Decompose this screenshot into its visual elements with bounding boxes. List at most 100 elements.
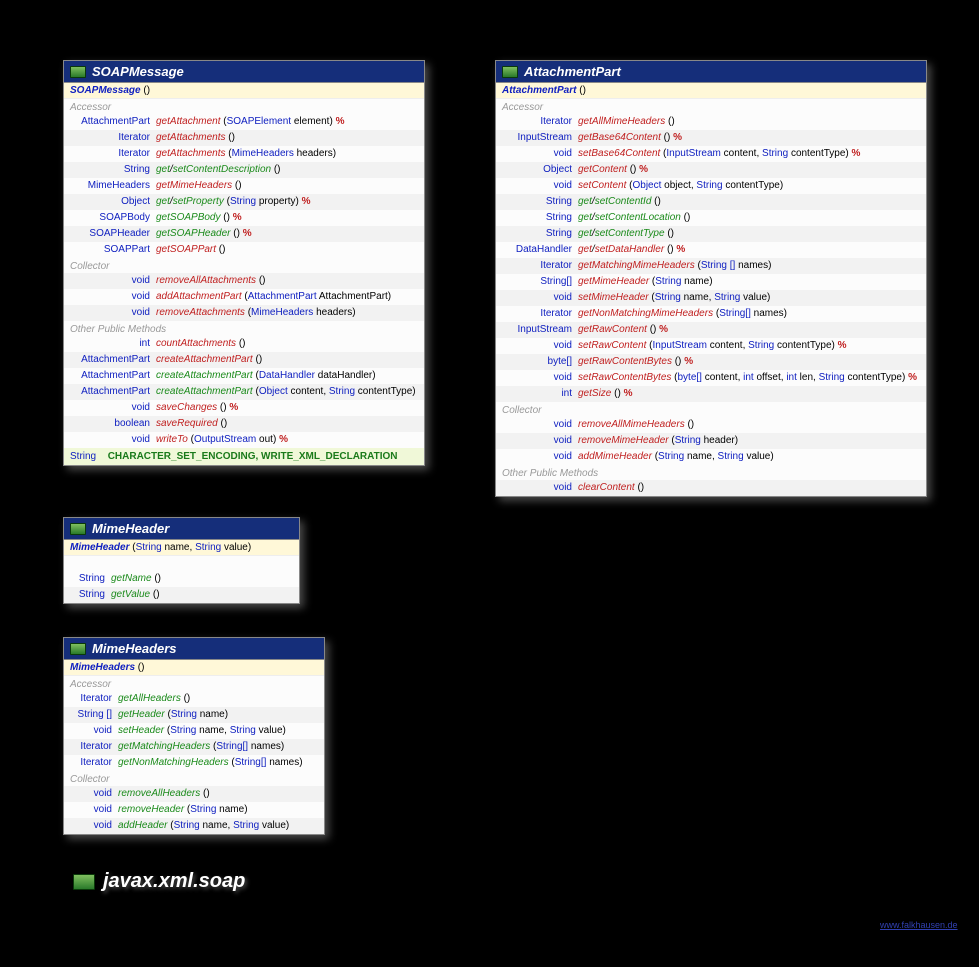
- method-signature: get/setDataHandler () %: [578, 243, 685, 257]
- class-header: MimeHeader: [64, 518, 299, 540]
- method-signature: getMatchingMimeHeaders (String [] names): [578, 259, 771, 273]
- return-type: Iterator: [502, 259, 578, 273]
- class-title: SOAPMessage: [92, 64, 184, 79]
- footer-link[interactable]: www.falkhausen.de: [880, 920, 958, 930]
- member-row: voidremoveMimeHeader (String header): [496, 433, 926, 449]
- return-type: MimeHeaders: [70, 179, 156, 193]
- return-type: Iterator: [70, 756, 118, 770]
- return-type: String: [70, 572, 111, 586]
- member-row: String[]getMimeHeader (String name): [496, 274, 926, 290]
- method-signature: getMimeHeader (String name): [578, 275, 713, 289]
- member-row: IteratorgetMatchingMimeHeaders (String […: [496, 258, 926, 274]
- member-row: voidaddAttachmentPart (AttachmentPart At…: [64, 289, 424, 305]
- method-signature: addAttachmentPart (AttachmentPart Attach…: [156, 290, 391, 304]
- class-box-attachmentpart: AttachmentPartAttachmentPart ()AccessorI…: [495, 60, 927, 497]
- return-type: void: [502, 291, 578, 305]
- return-type: String []: [70, 708, 118, 722]
- return-type: boolean: [70, 417, 156, 431]
- method-signature: getNonMatchingMimeHeaders (String[] name…: [578, 307, 787, 321]
- member-row: voidsetRawContent (InputStream content, …: [496, 338, 926, 354]
- member-row: DataHandlerget/setDataHandler () %: [496, 242, 926, 258]
- method-signature: getMatchingHeaders (String[] names): [118, 740, 284, 754]
- class-icon: [502, 66, 518, 78]
- method-signature: createAttachmentPart (Object content, St…: [156, 385, 416, 399]
- member-row: IteratorgetAllMimeHeaders (): [496, 114, 926, 130]
- constructor: SOAPMessage (): [64, 83, 424, 99]
- return-type: AttachmentPart: [70, 369, 156, 383]
- member-row: IteratorgetAllHeaders (): [64, 691, 324, 707]
- member-row: booleansaveRequired (): [64, 416, 424, 432]
- return-type: InputStream: [502, 323, 578, 337]
- member-row: AttachmentPartcreateAttachmentPart (Obje…: [64, 384, 424, 400]
- section-label: Collector: [64, 771, 324, 786]
- method-signature: countAttachments (): [156, 337, 246, 351]
- member-row: voidremoveAllMimeHeaders (): [496, 417, 926, 433]
- method-signature: getName (): [111, 572, 161, 586]
- member-row: StringgetName (): [64, 571, 299, 587]
- member-row: voidsetBase64Content (InputStream conten…: [496, 146, 926, 162]
- member-row: IteratorgetNonMatchingHeaders (String[] …: [64, 755, 324, 771]
- class-box-mimeheader: MimeHeaderMimeHeader (String name, Strin…: [63, 517, 300, 604]
- return-type: String: [502, 195, 578, 209]
- method-signature: getSOAPBody () %: [156, 211, 242, 225]
- return-type: int: [70, 337, 156, 351]
- return-type: AttachmentPart: [70, 115, 156, 129]
- method-signature: getNonMatchingHeaders (String[] names): [118, 756, 303, 770]
- return-type: Iterator: [70, 147, 156, 161]
- member-row: ObjectgetContent () %: [496, 162, 926, 178]
- method-signature: getContent () %: [578, 163, 648, 177]
- method-signature: setContent (Object object, String conten…: [578, 179, 783, 193]
- method-signature: getHeader (String name): [118, 708, 228, 722]
- return-type: AttachmentPart: [70, 353, 156, 367]
- package-icon: [73, 874, 95, 890]
- return-type: void: [70, 306, 156, 320]
- method-signature: getAllMimeHeaders (): [578, 115, 675, 129]
- return-type: void: [502, 147, 578, 161]
- constructor: MimeHeader (String name, String value): [64, 540, 299, 556]
- member-row: AttachmentPartgetAttachment (SOAPElement…: [64, 114, 424, 130]
- return-type: SOAPPart: [70, 243, 156, 257]
- return-type: void: [70, 787, 118, 801]
- method-signature: getValue (): [111, 588, 160, 602]
- method-signature: removeHeader (String name): [118, 803, 248, 817]
- member-row: voidaddMimeHeader (String name, String v…: [496, 449, 926, 465]
- return-type: String: [70, 163, 156, 177]
- member-row: InputStreamgetRawContent () %: [496, 322, 926, 338]
- method-signature: get/setContentId (): [578, 195, 661, 209]
- constructor: MimeHeaders (): [64, 660, 324, 676]
- return-type: void: [70, 274, 156, 288]
- return-type: Iterator: [70, 692, 118, 706]
- member-row: InputStreamgetBase64Content () %: [496, 130, 926, 146]
- method-signature: writeTo (OutputStream out) %: [156, 433, 288, 447]
- member-row: voidremoveAllAttachments (): [64, 273, 424, 289]
- member-row: SOAPBodygetSOAPBody () %: [64, 210, 424, 226]
- return-type: void: [70, 819, 118, 833]
- method-signature: removeAllMimeHeaders (): [578, 418, 694, 432]
- member-row: StringgetValue (): [64, 587, 299, 603]
- method-signature: getAllHeaders (): [118, 692, 190, 706]
- section-spacer: [64, 556, 299, 571]
- return-type: String[]: [502, 275, 578, 289]
- member-row: Stringget/setContentLocation (): [496, 210, 926, 226]
- return-type: void: [502, 434, 578, 448]
- section-label: Accessor: [64, 99, 424, 114]
- return-type: void: [502, 339, 578, 353]
- package-label: javax.xml.soap: [73, 870, 245, 893]
- method-signature: getMimeHeaders (): [156, 179, 242, 193]
- class-header: AttachmentPart: [496, 61, 926, 83]
- method-signature: removeAllAttachments (): [156, 274, 266, 288]
- member-row: IteratorgetMatchingHeaders (String[] nam…: [64, 739, 324, 755]
- method-signature: getBase64Content () %: [578, 131, 682, 145]
- method-signature: addHeader (String name, String value): [118, 819, 289, 833]
- method-signature: addMimeHeader (String name, String value…: [578, 450, 774, 464]
- return-type: void: [70, 290, 156, 304]
- member-row: Stringget/setContentId (): [496, 194, 926, 210]
- member-row: voidremoveAllHeaders (): [64, 786, 324, 802]
- member-row: voidsetContent (Object object, String co…: [496, 178, 926, 194]
- method-signature: get/setContentDescription (): [156, 163, 281, 177]
- member-row: SOAPPartgetSOAPPart (): [64, 242, 424, 258]
- member-row: String []getHeader (String name): [64, 707, 324, 723]
- return-type: void: [70, 433, 156, 447]
- return-type: void: [502, 371, 578, 385]
- member-row: voidwriteTo (OutputStream out) %: [64, 432, 424, 448]
